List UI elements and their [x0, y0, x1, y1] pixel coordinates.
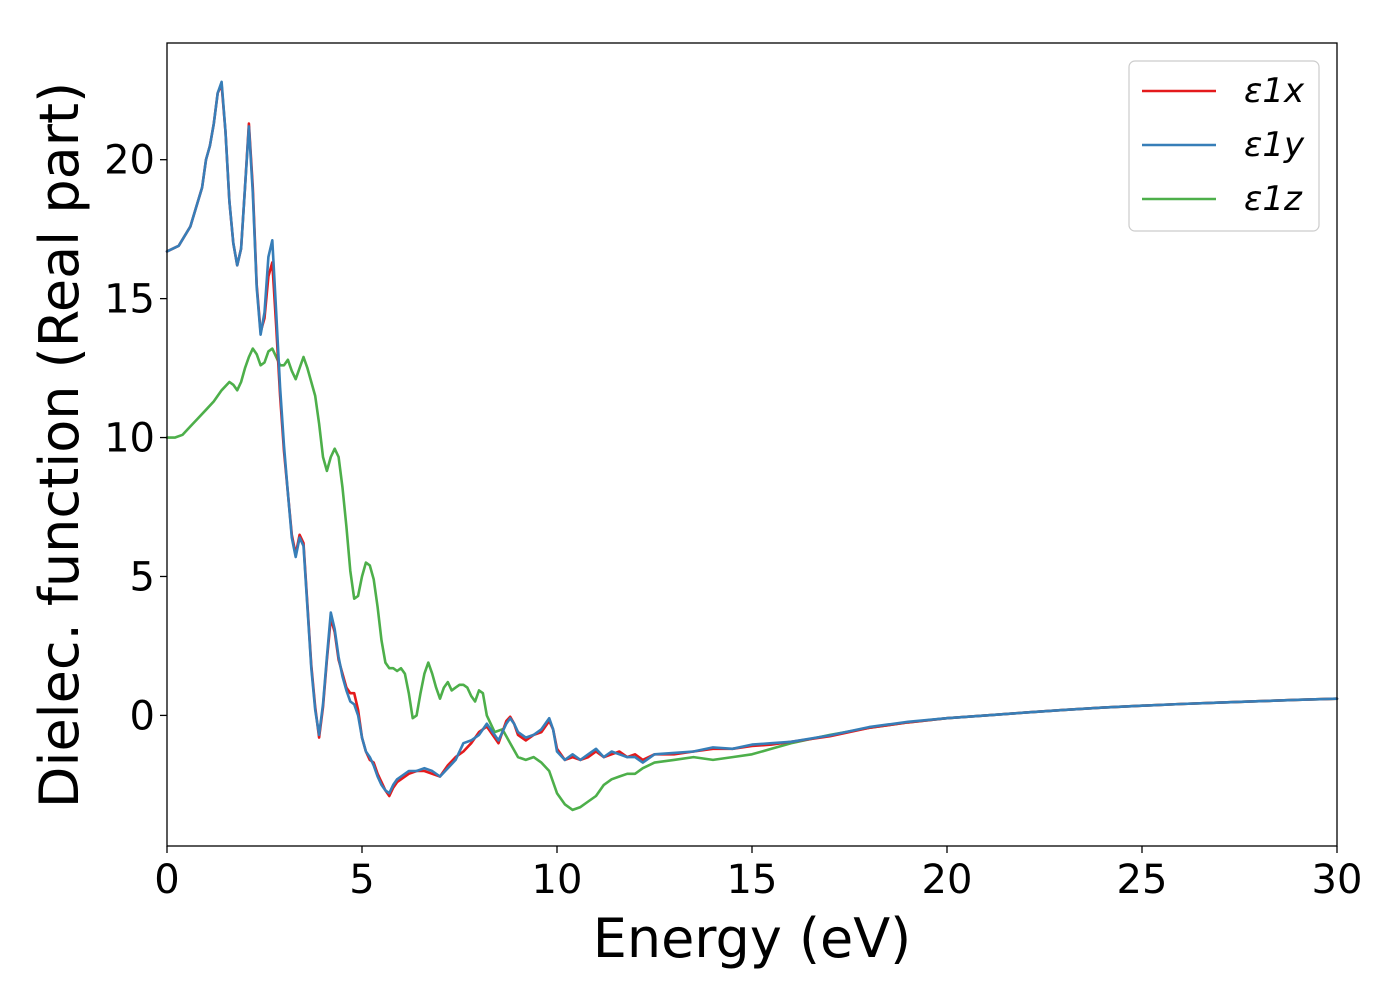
y-tick-label: 20 [104, 138, 155, 184]
x-tick-label: 20 [922, 857, 973, 903]
x-tick-label: 25 [1117, 857, 1168, 903]
x-axis-ticks: 0 5 10 15 20 25 30 [154, 846, 1362, 903]
series-line-2 [165, 347, 1339, 812]
y-axis-ticks: 0 5 10 15 20 [104, 138, 167, 739]
y-tick-label: 10 [104, 416, 155, 462]
series-line-1 [165, 80, 1339, 795]
legend-items: ε1x ε1y ε1z [1142, 71, 1305, 219]
y-axis-label: Dielec. function (Real part) [28, 82, 91, 808]
legend-label-2: ε1z [1244, 179, 1303, 219]
legend-label-0: ε1x [1244, 71, 1305, 111]
x-tick-label: 15 [727, 857, 778, 903]
x-tick-label: 30 [1312, 857, 1363, 903]
x-tick-label: 10 [532, 857, 583, 903]
x-tick-label: 5 [349, 857, 374, 903]
x-axis-label: Energy (eV) [593, 907, 912, 970]
legend: ε1x ε1y ε1z [1128, 60, 1320, 232]
y-tick-label: 5 [130, 554, 155, 600]
y-tick-label: 0 [130, 693, 155, 739]
legend-label-1: ε1y [1244, 125, 1305, 165]
x-tick-label: 0 [154, 857, 179, 903]
legend-box [1128, 60, 1320, 232]
y-tick-label: 15 [104, 277, 155, 323]
plot-lines [165, 80, 1339, 812]
